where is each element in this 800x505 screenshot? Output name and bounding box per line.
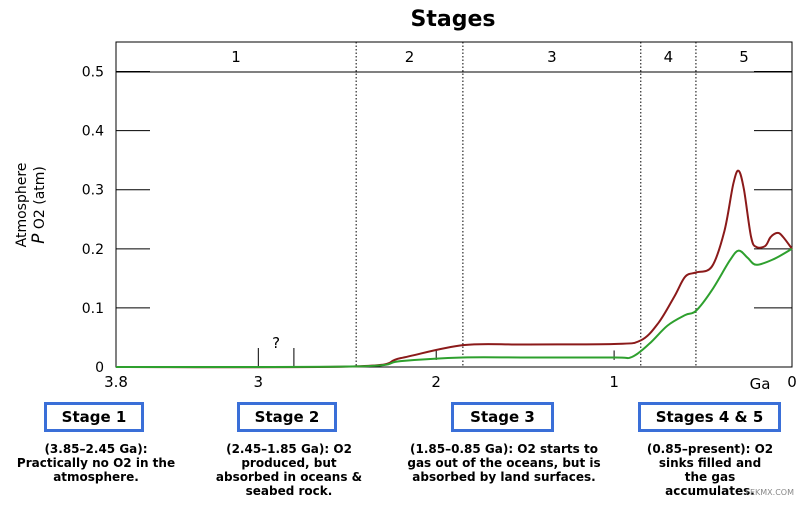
y-axis-label-line1: Atmosphere	[14, 163, 30, 248]
x-tick-label: 0	[787, 373, 797, 391]
series-line-upper	[115, 169, 793, 369]
stage-desc-line: (1.85–0.85 Ga): O2 starts to	[410, 442, 598, 456]
x-tick-label: 2	[431, 373, 441, 391]
series-line-lower	[115, 247, 793, 369]
stage-box-1: Stage 1	[44, 402, 144, 432]
stage-desc-line: sinks filled and	[658, 456, 762, 470]
stage-box-2: Stage 2	[237, 402, 337, 432]
oxygen-chart: Stages Atmosphere P O2 (atm) 1 2 3 4 5 0 0.1 0…	[14, 7, 797, 393]
stage-desc-line: (3.85–2.45 Ga):	[44, 442, 148, 456]
stage-desc-line: produced, but	[241, 456, 337, 470]
x-tick-label: 3	[254, 373, 264, 391]
stage-desc-line: seabed rock.	[245, 484, 333, 498]
x-tick-label: 3.8	[104, 373, 128, 391]
stage-number: 3	[547, 48, 557, 66]
stage-desc-line: gas out of the oceans, but is	[407, 456, 601, 470]
plot-frame	[115, 41, 793, 368]
chart-title: Stages	[411, 7, 496, 32]
stage-box-4-5: Stages 4 & 5	[638, 402, 781, 432]
stage-desc-1: (3.85–2.45 Ga): Practically no O2 in the…	[0, 442, 192, 484]
x-axis-unit: Ga	[750, 375, 771, 393]
stage-desc-3: (1.85–0.85 Ga): O2 starts to gas out of …	[392, 442, 616, 484]
stage-desc-2: (2.45–1.85 Ga): O2 produced, but absorbe…	[196, 442, 382, 498]
stage-desc-line: atmosphere.	[53, 470, 139, 484]
stage-desc-line: absorbed by land surfaces.	[412, 470, 596, 484]
stage-desc-line: Practically no O2 in the	[16, 456, 176, 470]
stage-desc-line: (0.85–present): O2	[646, 442, 774, 456]
stage-desc-line: the gas	[684, 470, 736, 484]
stage-number: 5	[739, 48, 749, 66]
uncertainty-label: ?	[272, 334, 280, 352]
y-tick-label: 0.1	[82, 301, 104, 317]
stage-desc-line: accumulates.	[665, 484, 755, 498]
y-tick-label: 0.2	[82, 242, 104, 258]
stage-desc-line: (2.45–1.85 Ga): O2	[226, 442, 352, 456]
x-tick-label: 1	[609, 373, 619, 391]
stage-number: 2	[405, 48, 415, 66]
stage-box-3: Stage 3	[451, 402, 554, 432]
stage-number: 1	[231, 48, 241, 66]
y-axis-label-line2: P O2 (atm)	[29, 166, 49, 244]
watermark-text: FEKMX.COM	[745, 488, 794, 497]
stage-desc-4-5: (0.85–present): O2 sinks filled and the …	[630, 442, 790, 498]
stage-desc-line: absorbed in oceans &	[215, 470, 363, 484]
stage-number: 4	[664, 48, 674, 66]
y-tick-label: 0.5	[82, 65, 104, 81]
y-tick-label: 0.3	[82, 183, 104, 199]
y-tick-label: 0.4	[82, 124, 104, 140]
y-axis-label: Atmosphere P O2 (atm)	[14, 163, 49, 248]
y-tick-label: 0	[95, 360, 104, 376]
